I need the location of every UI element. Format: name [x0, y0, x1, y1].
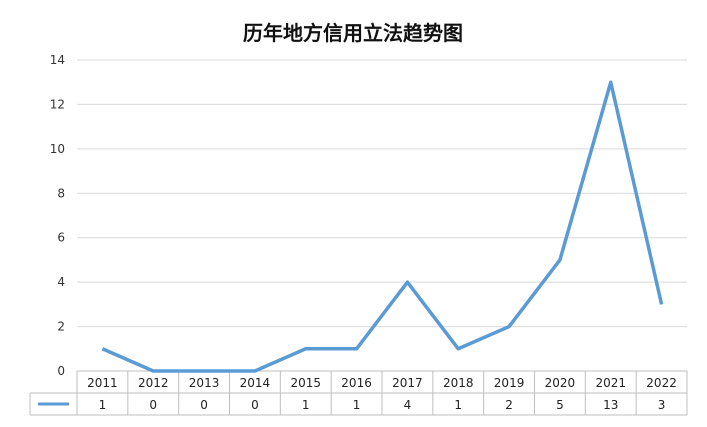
x-tick-label: 2015 [290, 376, 321, 390]
x-tick-label: 2022 [646, 376, 677, 390]
chart-title: 历年地方信用立法趋势图 [243, 21, 463, 45]
y-tick-label: 2 [57, 320, 65, 334]
data-table-value: 1 [302, 398, 310, 412]
data-table-value: 2 [505, 398, 513, 412]
data-table: 2011 1 2012 0 2013 0 2014 0 2015 1 2016 1 2017 4 2018 1… [29, 370, 688, 416]
data-table-value: 13 [603, 398, 618, 412]
x-tick-label: 2012 [138, 376, 169, 390]
y-tick-label: 10 [50, 142, 65, 156]
y-tick-label: 12 [50, 97, 65, 111]
x-tick-label: 2011 [87, 376, 118, 390]
gridlines [77, 59, 687, 372]
x-tick-label: 2014 [240, 376, 271, 390]
x-tick-label: 2013 [189, 376, 220, 390]
data-table-value: 1 [99, 398, 107, 412]
data-table-value: 5 [556, 398, 564, 412]
y-axis-ticks: 0 2 4 6 8 10 12 14 [50, 53, 65, 378]
data-table-value: 0 [149, 398, 157, 412]
data-table-value: 1 [353, 398, 361, 412]
y-tick-label: 14 [50, 53, 65, 67]
x-tick-label: 2019 [494, 376, 525, 390]
x-tick-label: 2016 [341, 376, 372, 390]
data-table-value: 1 [454, 398, 462, 412]
x-tick-label: 2020 [545, 376, 576, 390]
data-table-value: 3 [658, 398, 666, 412]
y-tick-label: 0 [57, 364, 65, 378]
data-table-value: 4 [404, 398, 412, 412]
y-tick-label: 4 [57, 275, 65, 289]
series-line-0 [101, 80, 664, 373]
data-table-value: 0 [200, 398, 208, 412]
x-tick-label: 2021 [595, 376, 626, 390]
data-table-value: 0 [251, 398, 259, 412]
series-group [101, 80, 664, 373]
x-tick-label: 2017 [392, 376, 423, 390]
y-tick-label: 8 [57, 186, 65, 200]
x-tick-label: 2018 [443, 376, 474, 390]
y-tick-label: 6 [57, 231, 65, 245]
